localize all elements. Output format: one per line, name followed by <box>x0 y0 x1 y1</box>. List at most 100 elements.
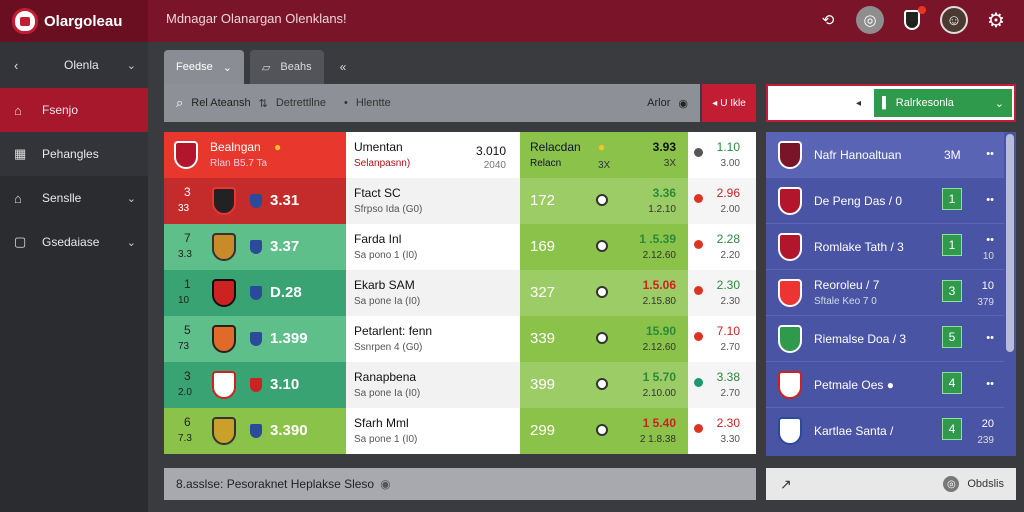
team-badge-icon[interactable] <box>898 6 926 34</box>
match-name: Farda Inl <box>354 232 402 246</box>
dot-icon <box>694 424 703 433</box>
filter-sep-label[interactable]: Hlentte <box>355 97 391 109</box>
odd-main: Relacdan <box>530 140 581 154</box>
panel-row[interactable]: De Peng Das / 0 1 •• <box>766 178 1004 224</box>
panel-row-name: Romlake Tath / 3 <box>814 240 904 254</box>
team-crest-icon <box>778 325 802 353</box>
team-crest-icon <box>778 371 802 399</box>
league-dropdown[interactable]: ◂ ▌ Ralrkesonla ⌄ <box>766 84 1016 122</box>
panel-row[interactable]: Kartlae Santa / 4 20 239 <box>766 408 1004 454</box>
more-icon[interactable]: •• <box>986 148 994 160</box>
radio-icon[interactable] <box>596 194 608 206</box>
rank: 6 <box>184 415 191 429</box>
chevron-down-icon: ⌄ <box>994 97 1004 110</box>
match-cell: Ekarb SAM Sa pone Ia (I0) <box>346 270 520 316</box>
panel-footer-label[interactable]: Obdslis <box>967 478 1004 490</box>
rank: 3 <box>184 369 191 383</box>
status-footer: 8.asslse: Pesoraknet Heplakse Sleso ◉ <box>164 468 756 500</box>
radio-icon[interactable] <box>596 378 608 390</box>
shield-icon <box>250 240 262 254</box>
odd-value: 1 5.40 <box>642 416 676 430</box>
odd-value-sub: 2 1.8.38 <box>639 434 676 445</box>
table-row[interactable]: 6 7.3 3.390 Sfarh Mml Sa pone 1 (I0) 299… <box>164 408 756 454</box>
filter-mid-label[interactable]: Detrettllne <box>275 97 326 109</box>
caret-left-icon: ◂ <box>856 97 862 109</box>
radio-icon[interactable] <box>596 240 608 252</box>
panel-footer-right: ◎ Obdslis <box>943 476 1004 492</box>
bar-icon: ▌ <box>882 97 890 109</box>
match-cell: Umentan Selanpasnn) 3.010 2040 <box>346 132 520 178</box>
search-label[interactable]: Rel Ateansh <box>191 97 251 109</box>
odd-main: 169 <box>530 238 556 255</box>
header-title: Mdnagar Olanargan Olenklans! <box>166 11 347 26</box>
team-crest-icon <box>778 417 802 445</box>
team-cell: 1 10 D.28 <box>164 270 346 316</box>
search-icon[interactable]: ⌕ <box>176 95 184 110</box>
sidebar-item-gsedaiase[interactable]: ▢ Gsedaiase ⌄ <box>0 220 148 264</box>
radio-icon[interactable] <box>596 424 608 436</box>
panel-row-num: 5 <box>942 326 962 348</box>
match-name: Umentan <box>354 140 403 154</box>
filter-action-button[interactable]: ◂ U Ikle <box>702 84 756 122</box>
odd-value: 1.5.06 <box>642 278 676 292</box>
info-icon[interactable]: ◉ <box>380 477 391 491</box>
outcome-value: 7.10 <box>716 324 740 338</box>
match-cell: Farda Inl Sa pono 1 (I0) <box>346 224 520 270</box>
table-row[interactable]: 3 33 3.31 Ftact SC Sfrpso Ida (G0) 172 3… <box>164 178 756 224</box>
avatar[interactable]: ☺ <box>940 6 968 34</box>
filter-right-label[interactable]: Arlor <box>647 97 671 109</box>
expand-icon[interactable]: ↗ <box>780 475 792 492</box>
table-row[interactable]: 5 73 1.399 Petarlent: fenn Ssnrpen 4 (G0… <box>164 316 756 362</box>
odd-cell: 339 15.90 2.12.60 <box>520 316 688 362</box>
outcome-value: 1.10 <box>716 140 740 154</box>
tab-feedse[interactable]: Feedse ⌄ <box>164 50 244 84</box>
dropdown-selected[interactable]: ▌ Ralrkesonla ⌄ <box>874 89 1012 117</box>
info-icon[interactable]: ◉ <box>678 97 688 110</box>
panel-header[interactable]: Nafr Hanoaltuan 3M •• <box>766 132 1004 178</box>
panel-row[interactable]: Riemalse Doa / 3 5 •• <box>766 316 1004 362</box>
panel-header-value: 3M <box>944 148 961 162</box>
team-crest-icon <box>778 187 802 215</box>
panel-row[interactable]: Petmale Oes ● 4 •• <box>766 362 1004 408</box>
team-cell: Bealngan Rlan B5.7 Ta ● <box>164 132 346 178</box>
rank-sub: 10 <box>178 295 190 306</box>
sidebar-item-olenla[interactable]: ‹ Olenla ⌄ <box>0 42 148 88</box>
panel-row-side: •• <box>986 332 994 344</box>
outcome-cell: 3.38 2.70 <box>688 362 756 408</box>
panel-scrollbar[interactable] <box>1006 134 1014 352</box>
bullet-icon: • <box>343 97 348 109</box>
share-icon[interactable]: ⟲ <box>821 12 835 29</box>
panel-row[interactable]: Romlake Tath / 3 1 •• 10 <box>766 224 1004 270</box>
outcome-value-sub: 3.30 <box>720 434 740 445</box>
panel-row[interactable]: Reoroleu / 7 Sftale Keo 7 0 3 10 379 <box>766 270 1004 316</box>
table-row[interactable]: 1 10 D.28 Ekarb SAM Sa pone Ia (I0) 327 … <box>164 270 756 316</box>
panel-row-name: Kartlae Santa / <box>814 424 894 438</box>
match-cell: Ftact SC Sfrpso Ida (G0) <box>346 178 520 224</box>
team-value: 3.31 <box>270 192 300 209</box>
panel-row-side-sub: 239 <box>977 435 994 446</box>
panel-row-side: 20 <box>981 418 994 430</box>
table-row[interactable]: 7 3.3 3.37 Farda Inl Sa pono 1 (I0) 169 … <box>164 224 756 270</box>
table-row[interactable]: Bealngan Rlan B5.7 Ta ● Umentan Selanpas… <box>164 132 756 178</box>
globe-icon[interactable]: ◎ <box>943 476 960 492</box>
settings-icon[interactable]: ◎ <box>856 6 884 34</box>
outcome-value: 3.38 <box>716 370 740 384</box>
odd-main: 339 <box>530 330 556 347</box>
odd-value-sub: 2.10.00 <box>642 388 676 399</box>
sidebar-item-pehangles[interactable]: ▦ Pehangles <box>0 132 148 176</box>
radio-icon[interactable] <box>596 286 608 298</box>
radio-icon[interactable] <box>596 332 608 344</box>
collapse-icon[interactable]: « <box>339 60 347 74</box>
table-row[interactable]: 3 2.0 3.10 Ranapbena Sa pone Ia (I0) 399… <box>164 362 756 408</box>
match-cell: Sfarh Mml Sa pone 1 (I0) <box>346 408 520 454</box>
logo-area[interactable]: Olargoleau <box>0 0 148 42</box>
tab-beahs[interactable]: ▱ Beahs <box>249 50 324 84</box>
team-cell: 3 2.0 3.10 <box>164 362 346 408</box>
shield-icon <box>250 332 262 346</box>
sidebar: ‹ Olenla ⌄ ⌂ Fsenjo ▦ Pehangles ⌂ Sensll… <box>0 42 148 512</box>
panel-row-num: 3 <box>942 280 962 302</box>
sidebar-item-fsenjo[interactable]: ⌂ Fsenjo <box>0 88 148 132</box>
sidebar-item-senslle[interactable]: ⌂ Senslle ⌄ <box>0 176 148 220</box>
outcome-value-sub: 2.70 <box>720 388 740 399</box>
gear-icon[interactable]: ⚙ <box>987 9 1005 32</box>
